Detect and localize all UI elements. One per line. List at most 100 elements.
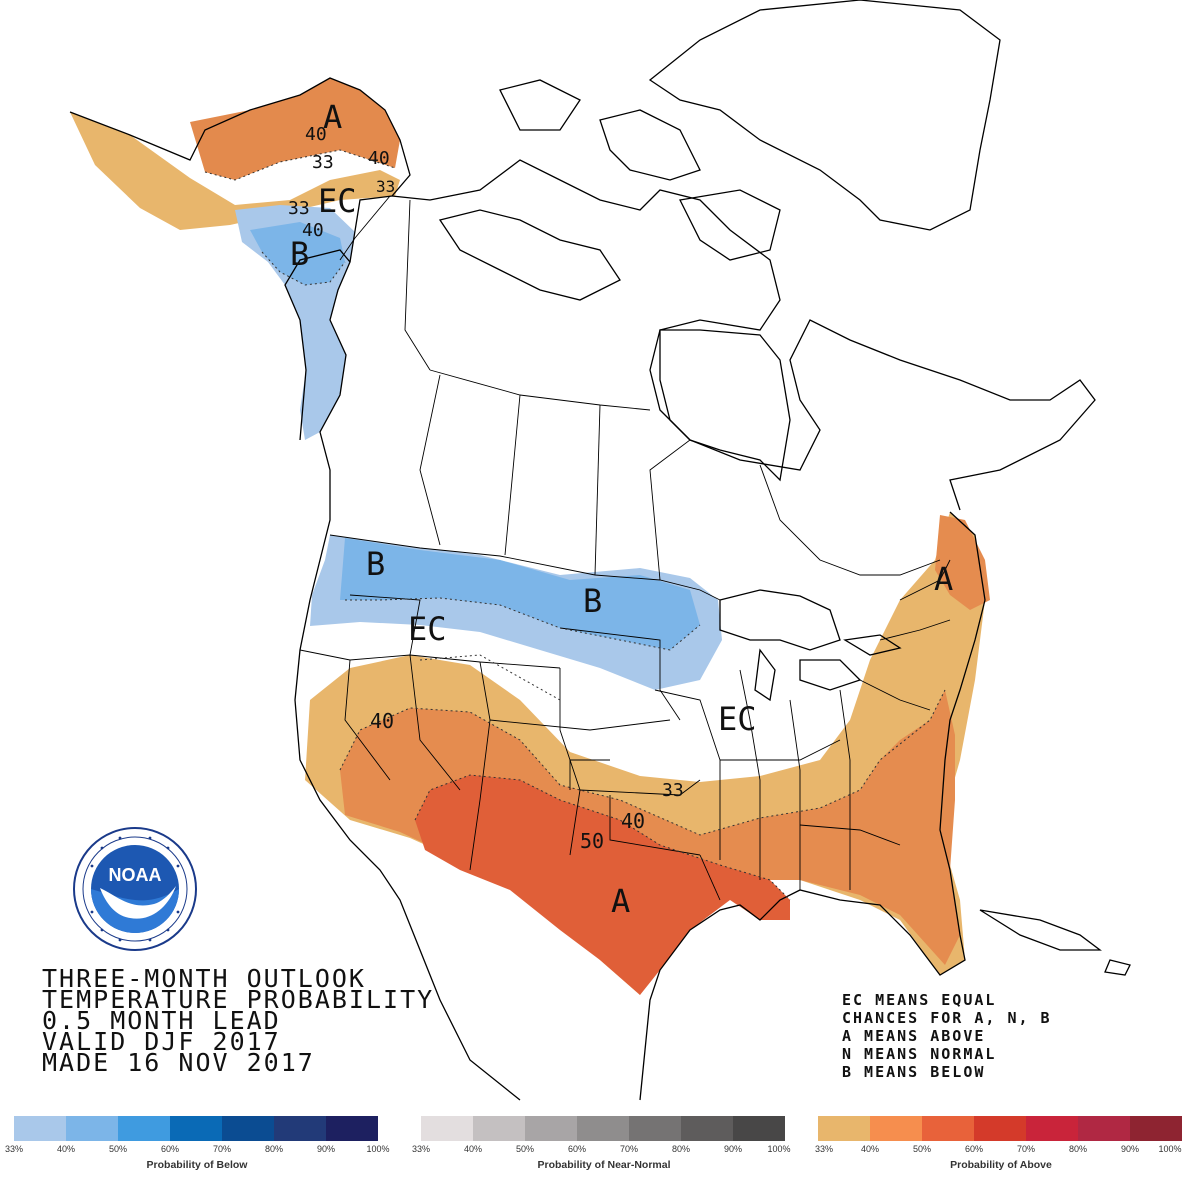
legend-below-swatch <box>274 1116 326 1141</box>
legend-below-tick: 70% <box>212 1144 232 1154</box>
alaska-40c-label: 40 <box>302 220 324 241</box>
legend-above-swatch <box>818 1116 870 1141</box>
ec-key-block: EC MEANS EQUAL CHANCES FOR A, N, B A MEA… <box>842 991 1052 1081</box>
conus-above-50-region <box>415 775 790 995</box>
legend-below-tick: 100% <box>366 1144 390 1154</box>
alaska-33-label: 33 <box>312 152 334 173</box>
title-line-2: TEMPERATURE PROBABILITY <box>42 985 435 1014</box>
legend-below-caption: Probability of Below <box>146 1159 248 1171</box>
legend-below-swatch <box>66 1116 118 1141</box>
alaska-above-33-region <box>70 112 400 230</box>
legend-below-swatch <box>222 1116 274 1141</box>
legend-near-normal-tick: 100% <box>767 1144 791 1154</box>
title-line-1: THREE-MONTH OUTLOOK <box>42 964 366 993</box>
legend-near-normal-tick: 40% <box>463 1144 483 1154</box>
alaska-b-label: B <box>290 235 309 273</box>
legend-below-swatch <box>170 1116 222 1141</box>
legend-above-tick: 40% <box>860 1144 880 1154</box>
legend-below-swatch <box>118 1116 170 1141</box>
legend-above: 33% 40% 50% 60% 70% 80% 90% 100% Probabi… <box>814 1116 1184 1171</box>
legend-above-tick: 90% <box>1120 1144 1140 1154</box>
legend-near-normal-caption: Probability of Near-Normal <box>537 1159 671 1171</box>
legend-near-normal-swatch <box>473 1116 525 1141</box>
legend-near-normal: 33% 40% 50% 60% 70% 80% 90% 100% Probabi… <box>412 1116 791 1171</box>
northern-below-40-region <box>340 538 700 650</box>
legend-below-tick: 90% <box>316 1144 336 1154</box>
legend-above-tick: 33% <box>814 1144 834 1154</box>
legend-above-swatch <box>922 1116 974 1141</box>
probability-regions <box>70 78 990 995</box>
legend-below-swatch <box>14 1116 66 1141</box>
key-line-3: A MEANS ABOVE <box>842 1027 986 1045</box>
key-line-2: CHANCES FOR A, N, B <box>842 1009 1052 1027</box>
plains-b-label: B <box>583 582 602 620</box>
west-ec-label: EC <box>408 610 447 648</box>
alaska-below-40-region <box>250 222 345 285</box>
legend-near-normal-tick: 60% <box>567 1144 587 1154</box>
legend-near-normal-swatch <box>421 1116 473 1141</box>
legend-near-normal-tick: 70% <box>619 1144 639 1154</box>
legend-above-swatch <box>1130 1116 1182 1141</box>
legend-below-swatches <box>14 1116 380 1141</box>
key-line-4: N MEANS NORMAL <box>842 1045 997 1063</box>
outlook-title-block: THREE-MONTH OUTLOOK TEMPERATURE PROBABIL… <box>42 964 435 1077</box>
legend-near-normal-swatch <box>629 1116 681 1141</box>
legend-below-tick: 40% <box>56 1144 76 1154</box>
legend-above-tick: 50% <box>912 1144 932 1154</box>
legend-above-swatches <box>818 1116 1184 1141</box>
alaska-above-40-region <box>190 78 400 180</box>
alaska-ec-label: EC <box>318 182 357 220</box>
legend-above-tick: 70% <box>1016 1144 1036 1154</box>
legend-above-swatch <box>974 1116 1026 1141</box>
land-outlines <box>69 0 1131 1101</box>
legend-above-tick: 80% <box>1068 1144 1088 1154</box>
legend-above-tick: 100% <box>1158 1144 1182 1154</box>
title-line-3: 0.5 MONTH LEAD <box>42 1006 281 1035</box>
legend-near-normal-tick: 80% <box>671 1144 691 1154</box>
legend-above-swatch <box>870 1116 922 1141</box>
texas-a-label: A <box>611 882 630 920</box>
alaska-33b-label: 33 <box>376 177 395 196</box>
sw-40-label: 40 <box>370 709 394 733</box>
alaska-40b-label: 40 <box>368 148 390 169</box>
ne-a-label: A <box>934 560 953 598</box>
legend-below: 33% 40% 50% 60% 70% 80% 90% 100% Probabi… <box>5 1116 390 1171</box>
legend-near-normal-swatch <box>577 1116 629 1141</box>
legend-above-tick: 60% <box>964 1144 984 1154</box>
noaa-logo: NOAA <box>73 827 197 951</box>
alaska-40-label: 40 <box>305 124 327 145</box>
noaa-logo-text: NOAA <box>109 865 162 885</box>
legend-below-tick: 50% <box>108 1144 128 1154</box>
south-40-label: 40 <box>621 809 645 833</box>
south-50-label: 50 <box>580 829 604 853</box>
nw-b-label: B <box>366 545 385 583</box>
key-line-1: EC MEANS EQUAL <box>842 991 997 1009</box>
legend-above-swatch <box>1078 1116 1130 1141</box>
alaska-a-label: A <box>323 98 342 136</box>
legend-below-tick: 60% <box>160 1144 180 1154</box>
legend-near-normal-swatch <box>681 1116 733 1141</box>
legend-near-normal-tick: 90% <box>723 1144 743 1154</box>
legend-near-normal-ticks: 33% 40% 50% 60% 70% 80% 90% 100% <box>412 1144 791 1158</box>
legend-below-ticks: 33% 40% 50% 60% 70% 80% 90% 100% <box>5 1144 390 1158</box>
legend-near-normal-tick: 50% <box>515 1144 535 1154</box>
legend-near-normal-swatch <box>733 1116 785 1141</box>
boundaries <box>299 195 951 901</box>
title-line-5: MADE 16 NOV 2017 <box>42 1048 315 1077</box>
title-line-4: VALID DJF 2017 <box>42 1027 281 1056</box>
ne-above-40-region <box>935 515 990 610</box>
legend-below-swatch <box>326 1116 378 1141</box>
legend-above-caption: Probability of Above <box>950 1159 1052 1171</box>
contours <box>204 149 946 901</box>
legend-above-swatch <box>1026 1116 1078 1141</box>
legend-below-tick: 80% <box>264 1144 284 1154</box>
legend-near-normal-swatch <box>525 1116 577 1141</box>
outlook-map: A 40 33 40 EC 33 33 40 B B B EC EC 40 33… <box>69 0 1131 1101</box>
legend-above-ticks: 33% 40% 50% 60% 70% 80% 90% 100% <box>814 1144 1184 1158</box>
midwest-ec-label: EC <box>718 700 757 738</box>
key-line-5: B MEANS BELOW <box>842 1063 986 1081</box>
legend-near-normal-swatches <box>421 1116 787 1141</box>
south-33-label: 33 <box>662 780 684 801</box>
legend-near-normal-tick: 33% <box>411 1144 431 1154</box>
legend-below-tick: 33% <box>4 1144 24 1154</box>
